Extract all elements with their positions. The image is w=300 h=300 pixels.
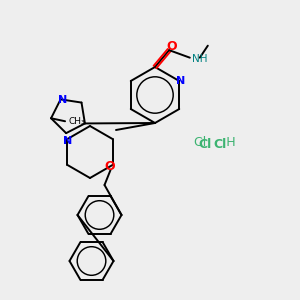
Text: O: O (167, 40, 178, 52)
Text: CH₃: CH₃ (68, 117, 85, 126)
Text: O: O (104, 160, 115, 172)
Text: N: N (58, 95, 67, 105)
Text: N: N (63, 136, 72, 146)
Text: N: N (176, 76, 185, 86)
Text: Cl: Cl (213, 139, 226, 152)
Text: NH: NH (192, 54, 207, 64)
Text: Cl: Cl (198, 139, 212, 152)
Text: Cl  ·  H: Cl · H (194, 136, 236, 149)
